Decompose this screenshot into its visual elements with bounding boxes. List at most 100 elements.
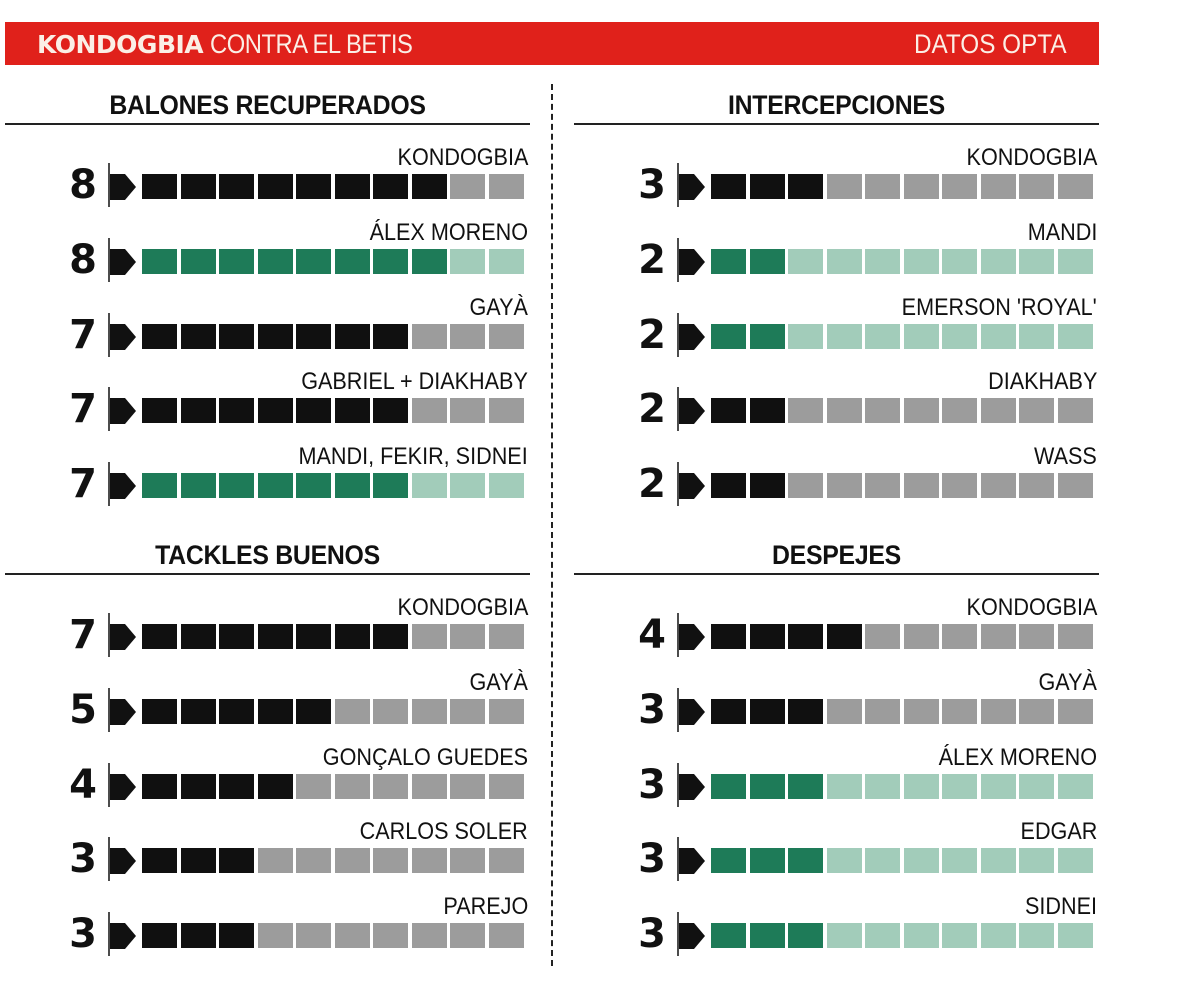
stat-row: KONDOGBIA 8 xyxy=(5,145,530,215)
stat-value: 3 xyxy=(69,911,97,957)
filled-square xyxy=(373,624,408,649)
filled-square xyxy=(711,473,746,498)
empty-square xyxy=(411,473,447,498)
section-title: BALONES RECUPERADOS xyxy=(109,90,426,120)
stat-row: KONDOGBIA 4 xyxy=(574,595,1099,665)
empty-square xyxy=(1019,174,1054,199)
player-name: GONÇALO GUEDES xyxy=(322,744,528,771)
arrow-pointer-icon xyxy=(674,387,706,431)
filled-square xyxy=(142,398,177,423)
empty-square xyxy=(411,848,447,873)
filled-square xyxy=(711,923,746,948)
section-underline xyxy=(5,123,530,125)
player-name: EDGAR xyxy=(1020,818,1097,845)
arrow-pointer-icon xyxy=(105,912,137,956)
filled-square xyxy=(411,249,447,274)
empty-square xyxy=(942,174,977,199)
empty-square xyxy=(980,848,1016,873)
empty-square xyxy=(334,774,370,799)
filled-square xyxy=(219,848,254,873)
empty-square xyxy=(903,473,939,498)
filled-square xyxy=(257,324,293,349)
player-name: KONDOGBIA xyxy=(397,144,528,171)
arrow-pointer-icon xyxy=(105,163,137,207)
empty-square xyxy=(450,774,485,799)
filled-square xyxy=(749,624,785,649)
chart-section-1: INTERCEPCIONES KONDOGBIA 3 MANDI 2 EMERSON 'R… xyxy=(574,90,1099,510)
arrow-pointer-icon xyxy=(105,837,137,881)
empty-square xyxy=(1019,324,1054,349)
filled-square xyxy=(257,624,293,649)
filled-square xyxy=(219,473,254,498)
player-name: ÁLEX MORENO xyxy=(938,744,1097,771)
empty-square xyxy=(903,848,939,873)
empty-square xyxy=(1057,848,1093,873)
stat-row: GAYÀ 3 xyxy=(574,670,1099,740)
filled-square xyxy=(373,398,408,423)
empty-square xyxy=(450,174,485,199)
empty-square xyxy=(257,923,293,948)
player-name: MANDI, FEKIR, SIDNEI xyxy=(298,443,528,470)
filled-square xyxy=(219,174,254,199)
filled-square xyxy=(296,249,331,274)
empty-square xyxy=(488,699,524,724)
empty-square xyxy=(980,174,1016,199)
filled-square xyxy=(749,174,785,199)
arrow-pointer-icon xyxy=(105,313,137,357)
empty-square xyxy=(942,624,977,649)
filled-square xyxy=(711,699,746,724)
arrow-pointer-icon xyxy=(674,912,706,956)
arrow-pointer-icon xyxy=(105,462,137,506)
empty-square xyxy=(450,624,485,649)
filled-square xyxy=(749,398,785,423)
empty-square xyxy=(373,699,408,724)
stat-row: ÁLEX MORENO 3 xyxy=(574,745,1099,815)
player-name: GAYÀ xyxy=(469,294,528,321)
filled-square xyxy=(180,774,216,799)
stat-row: PAREJO 3 xyxy=(5,894,530,964)
filled-square xyxy=(711,249,746,274)
empty-square xyxy=(488,398,524,423)
arrow-pointer-icon xyxy=(674,613,706,657)
chart-section-3: DESPEJES KONDOGBIA 4 GAYÀ 3 ÁLEX MORENO 3 EDGAR… xyxy=(574,540,1099,960)
value-bar xyxy=(142,398,524,423)
empty-square xyxy=(488,473,524,498)
filled-square xyxy=(711,624,746,649)
filled-square xyxy=(142,774,177,799)
stat-value: 3 xyxy=(638,911,666,957)
stat-value: 7 xyxy=(69,461,97,507)
empty-square xyxy=(1057,774,1093,799)
empty-square xyxy=(788,398,823,423)
stat-value: 2 xyxy=(638,237,666,283)
empty-square xyxy=(980,699,1016,724)
empty-square xyxy=(1057,923,1093,948)
empty-square xyxy=(1057,398,1093,423)
chart-section-2: TACKLES BUENOS KONDOGBIA 7 GAYÀ 5 GONÇALO GUE… xyxy=(5,540,530,960)
player-name: ÁLEX MORENO xyxy=(369,219,528,246)
empty-square xyxy=(1019,398,1054,423)
arrow-pointer-icon xyxy=(674,313,706,357)
stat-row: ÁLEX MORENO 8 xyxy=(5,220,530,290)
empty-square xyxy=(1019,923,1054,948)
stat-value: 2 xyxy=(638,461,666,507)
empty-square xyxy=(980,923,1016,948)
filled-square xyxy=(788,848,823,873)
empty-square xyxy=(296,923,331,948)
empty-square xyxy=(1019,624,1054,649)
section-underline xyxy=(574,123,1099,125)
empty-square xyxy=(865,174,900,199)
filled-square xyxy=(180,249,216,274)
filled-square xyxy=(334,624,370,649)
empty-square xyxy=(942,848,977,873)
empty-square xyxy=(980,249,1016,274)
empty-square xyxy=(411,699,447,724)
empty-square xyxy=(826,324,862,349)
stat-row: CARLOS SOLER 3 xyxy=(5,819,530,889)
empty-square xyxy=(373,923,408,948)
player-name: SIDNEI xyxy=(1024,893,1097,920)
empty-square xyxy=(788,249,823,274)
empty-square xyxy=(1019,848,1054,873)
player-name: GAYÀ xyxy=(1038,669,1097,696)
value-bar xyxy=(142,249,524,274)
stat-row: DIAKHABY 2 xyxy=(574,369,1099,439)
